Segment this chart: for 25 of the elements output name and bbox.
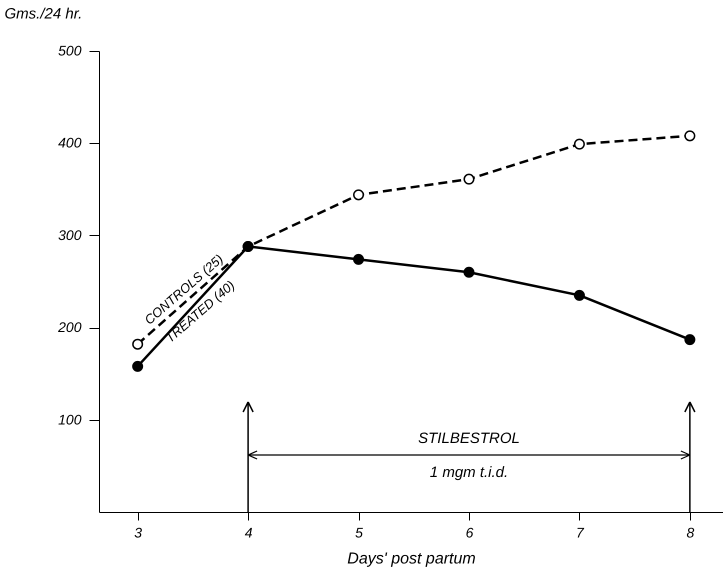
x-tick-label: 3 (134, 524, 142, 540)
point (684, 130, 696, 142)
point (463, 266, 474, 278)
point (353, 189, 364, 200)
x-tick-label: 8 (686, 524, 694, 540)
point (574, 290, 585, 301)
point (132, 338, 144, 350)
x-axis-title: Days' post partum (347, 550, 476, 568)
point (574, 138, 585, 150)
y-tick-label: 200 (57, 319, 82, 336)
y-tick-label: 100 (58, 411, 82, 428)
y-tick-label: 300 (58, 226, 82, 243)
x-tick-label: 7 (576, 524, 586, 540)
annotation: 1 mgm t.i.d. (430, 464, 508, 481)
point (463, 174, 474, 185)
y-tick-label: 500 (58, 42, 82, 58)
point (684, 334, 696, 346)
y-axis-title: Gms./24 hr. (4, 6, 82, 22)
x-tick-label: 5 (355, 524, 364, 540)
annotation: STILBESTROL (418, 430, 520, 447)
point (353, 254, 364, 265)
y-tick-label: 400 (58, 134, 82, 151)
x-tick-label: 4 (244, 524, 253, 540)
point (132, 360, 144, 372)
x-tick-label: 6 (466, 524, 474, 540)
